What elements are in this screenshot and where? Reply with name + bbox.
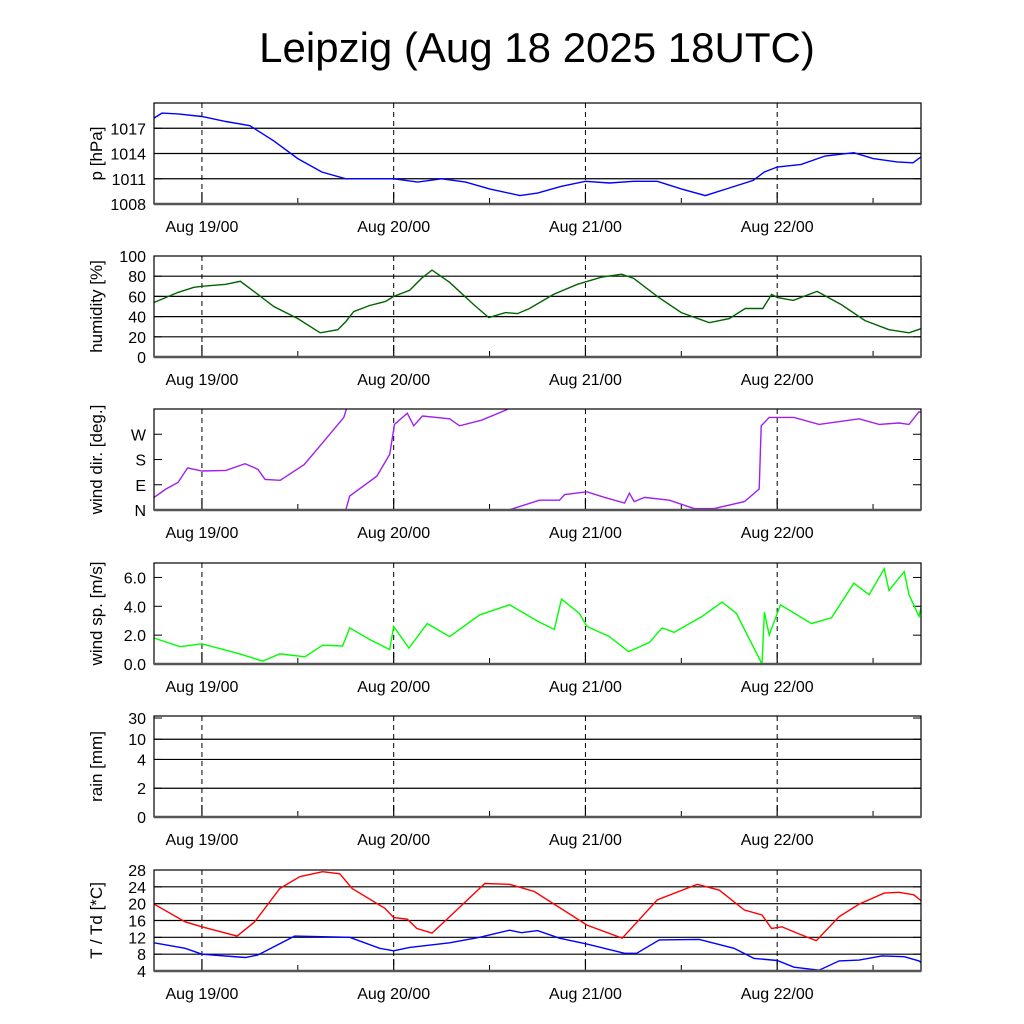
series-line-pressure [154,112,921,197]
y-tick-label: 0.0 [124,657,146,674]
series-line-td [154,929,921,971]
y-tick-label: 24 [128,880,146,897]
x-tick-label: Aug 21/00 [549,219,622,236]
plot-frame [153,255,922,358]
y-tick-label: 40 [128,310,146,327]
x-tick-label: Aug 21/00 [549,372,622,389]
series-line-wind-direction [345,409,509,510]
panel-wind_speed: 0.0 2.0 4.0 6.0 wind sp. [m/s] Aug 19/00 Aug 2… [87,562,922,696]
y-tick-label: 16 [128,914,146,931]
y-tick-label: E [135,478,146,495]
y-tick-label: 80 [128,269,146,286]
series-line-t [154,870,921,942]
y-tick-label: 20 [128,330,146,347]
x-tick-label: Aug 20/00 [357,679,430,696]
y-tick-label: 1014 [110,147,146,164]
x-tick-label: Aug 22/00 [741,525,814,542]
x-tick-label: Aug 19/00 [165,372,238,389]
x-tick-label: Aug 21/00 [549,525,622,542]
x-tick-label: Aug 21/00 [549,832,622,849]
y-tick-label: 1011 [112,172,147,189]
y-axis-label: p [hPa] [87,127,106,181]
x-tick-label: Aug 19/00 [165,832,238,849]
x-tick-label: Aug 19/00 [165,219,238,236]
x-tick-label: Aug 20/00 [357,986,430,1003]
x-tick-label: Aug 22/00 [741,679,814,696]
y-tick-label: 100 [119,249,146,266]
y-tick-label: 2.0 [124,628,146,645]
x-tick-label: Aug 20/00 [357,219,430,236]
plot-frame [153,408,922,511]
y-tick-label: 4.0 [124,599,146,616]
x-tick-label: Aug 22/00 [741,372,814,389]
y-tick-label: 1017 [110,121,146,138]
y-axis-label: wind sp. [m/s] [87,562,106,667]
y-tick-label: 0 [137,810,146,827]
series-line-humidity [154,269,921,334]
y-tick-label: 8 [137,947,146,964]
x-tick-label: Aug 22/00 [741,986,814,1003]
plot-frame [153,715,922,818]
y-axis-label: rain [mm] [87,731,106,802]
y-tick-label: 2 [137,781,146,798]
y-tick-label: W [131,427,147,444]
y-axis-label: humidity [%] [87,260,106,353]
x-tick-label: Aug 22/00 [741,832,814,849]
y-tick-label: 6.0 [124,570,146,587]
y-axis-label: T / Td [*C] [87,882,106,959]
x-tick-label: Aug 20/00 [357,525,430,542]
chart-title: Leipzig (Aug 18 2025 18UTC) [259,24,815,71]
y-tick-label: 1008 [110,197,146,214]
y-tick-label: 0 [137,350,146,367]
x-tick-label: Aug 19/00 [165,525,238,542]
y-tick-label: N [134,503,146,520]
x-tick-label: Aug 19/00 [165,679,238,696]
x-tick-label: Aug 20/00 [357,372,430,389]
plot-frame [153,562,922,665]
y-tick-label: 30 [128,711,146,728]
x-tick-label: Aug 22/00 [741,219,814,236]
y-tick-label: 10 [128,732,146,749]
series-line-wind-speed [154,566,921,664]
panel-rain: 0 2 4 10 30 rain [mm] Aug 19/00 Aug 20/00 Aug 21… [87,711,922,849]
y-axis-label: wind dir. [deg.] [87,405,106,516]
y-tick-label: 12 [128,930,146,947]
x-tick-label: Aug 21/00 [549,679,622,696]
x-tick-label: Aug 20/00 [357,832,430,849]
panel-humidity: 0 20 40 60 80 100 humidity [%] Aug 19/00 Aug 20/… [87,249,922,389]
y-tick-label: 4 [137,964,146,981]
y-tick-label: 4 [137,752,146,769]
y-tick-label: 28 [128,863,146,880]
x-tick-label: Aug 19/00 [165,986,238,1003]
y-tick-label: S [135,453,146,470]
x-tick-label: Aug 21/00 [549,986,622,1003]
y-tick-label: 60 [128,289,146,306]
y-tick-label: 20 [128,897,146,914]
series-line-wind-direction [154,409,348,498]
series-line-wind-direction [508,411,921,510]
